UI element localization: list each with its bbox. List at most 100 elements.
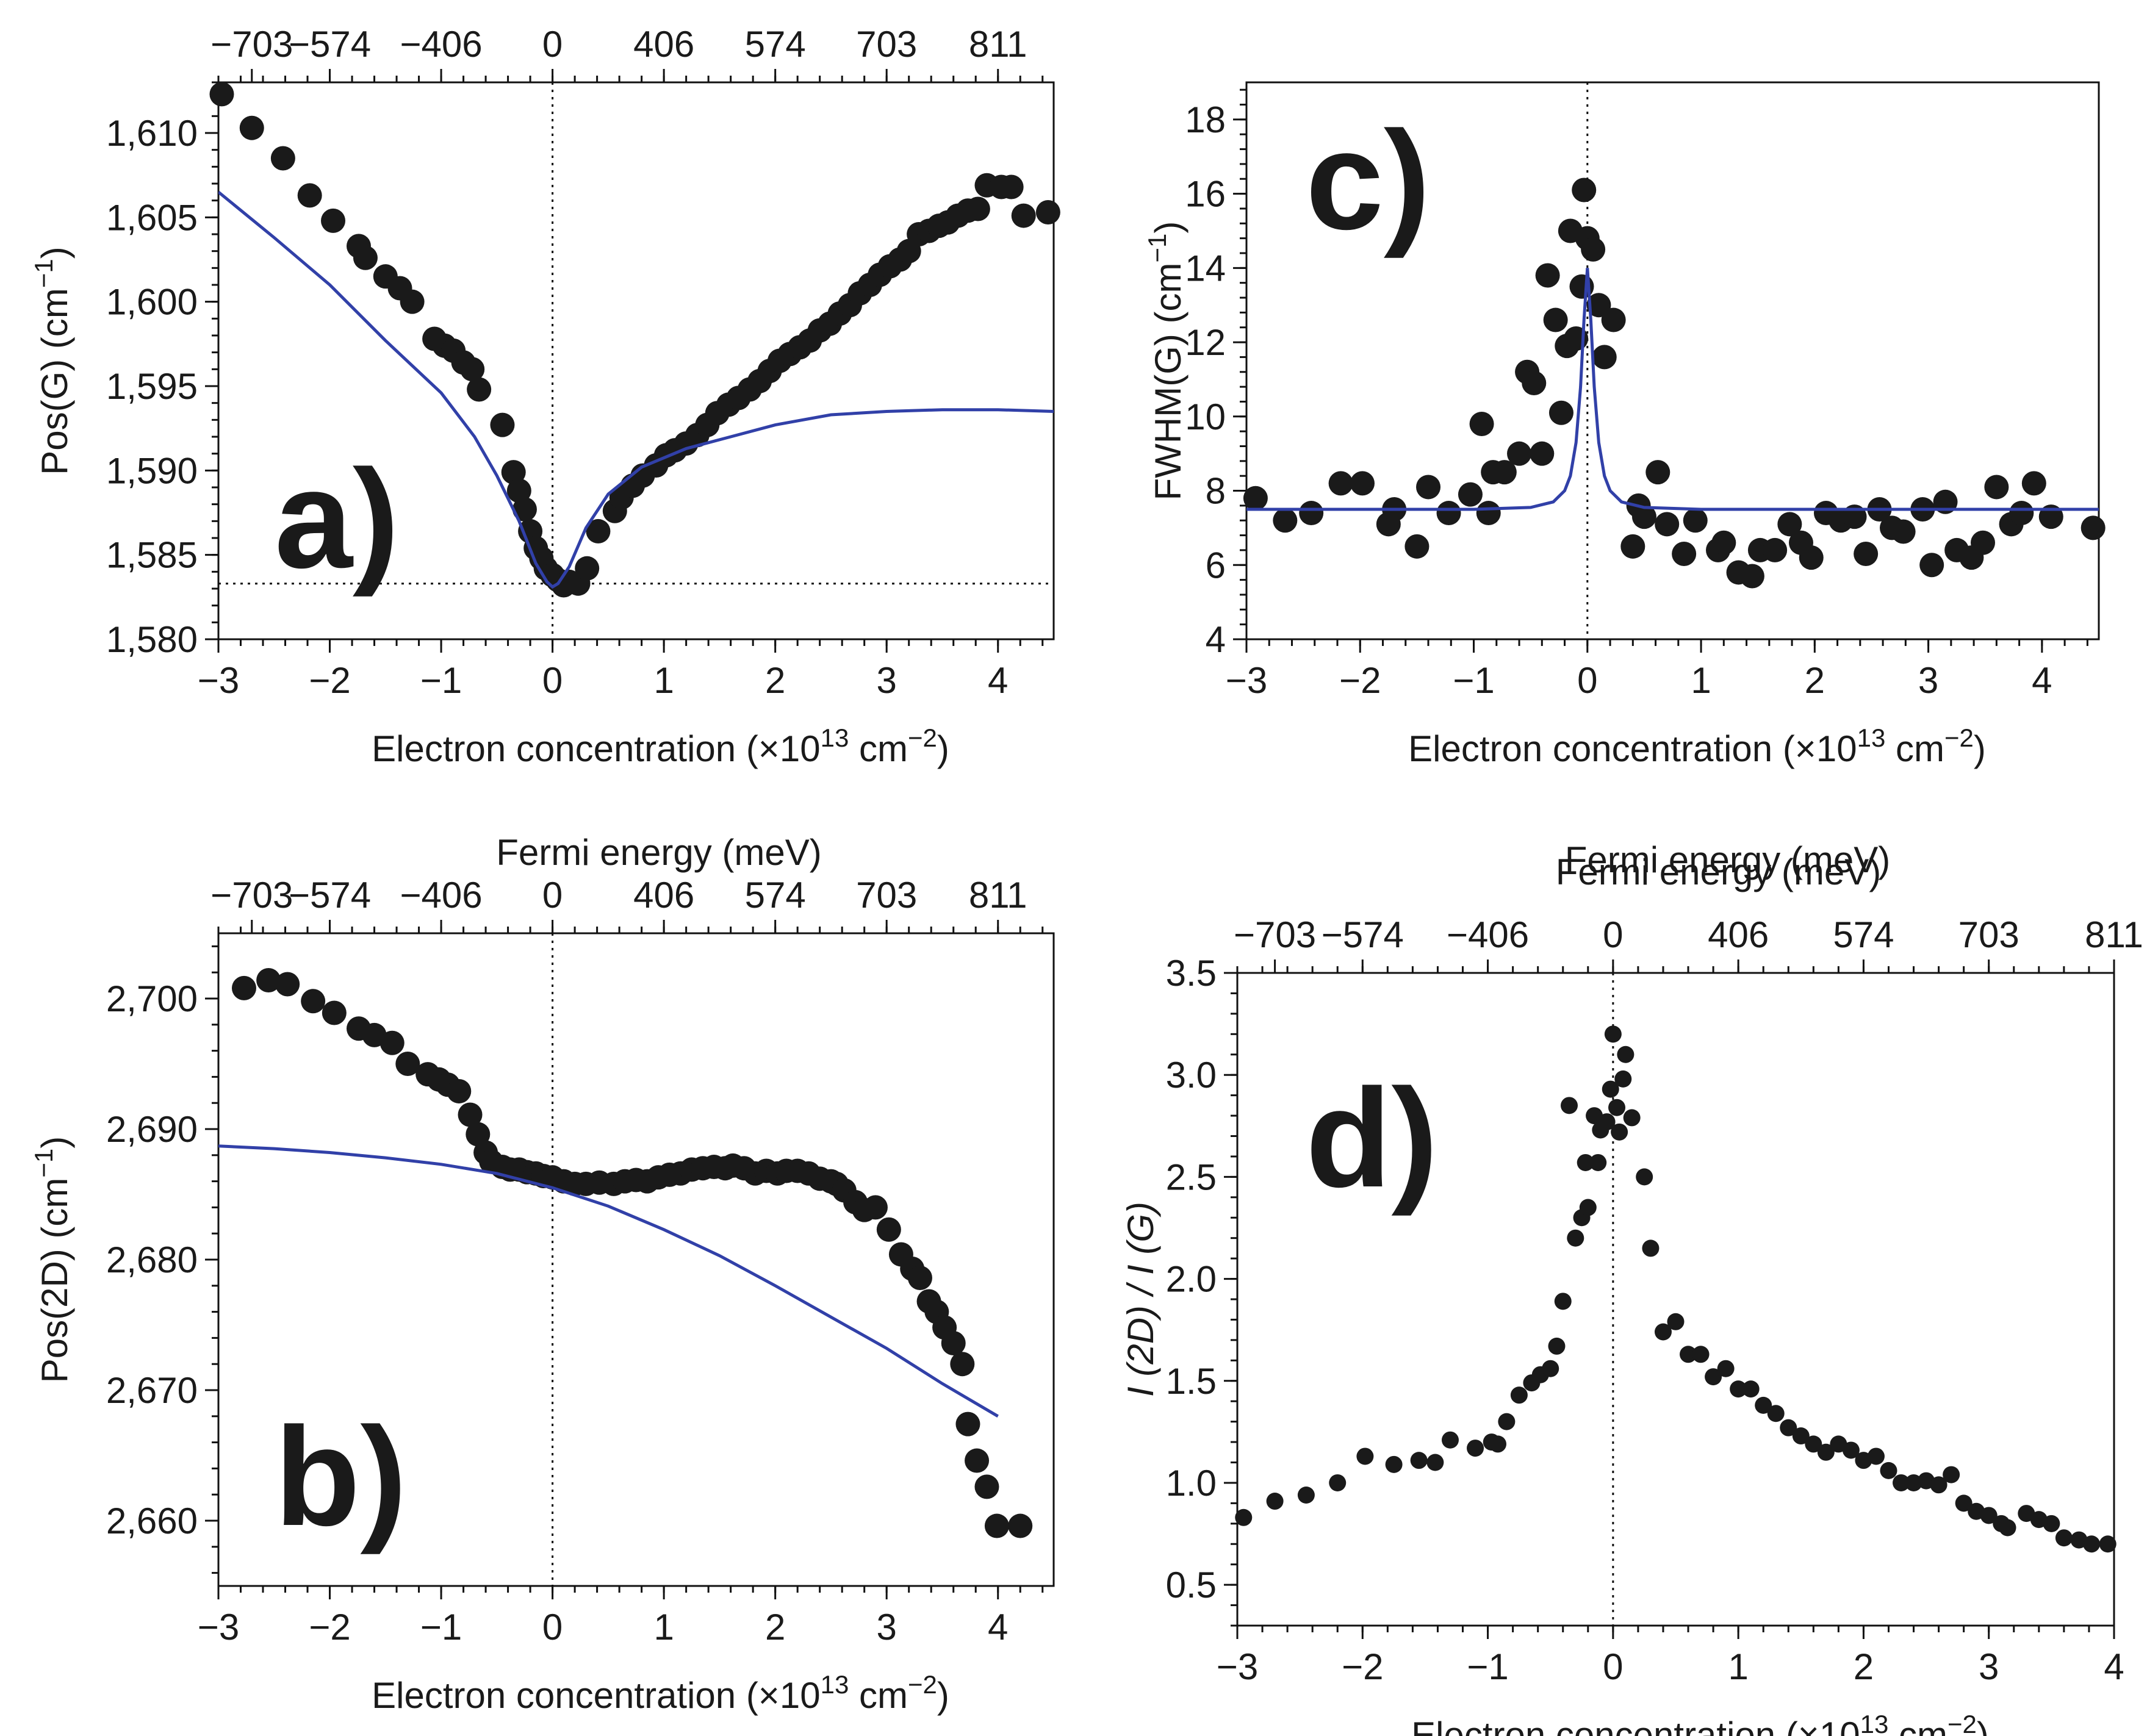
x-tick-label: 3 [1918,660,1938,701]
data-point [1266,1493,1284,1510]
y-tick-label: 3.5 [1166,953,1217,994]
data-point [1507,441,1532,466]
x-axis-label-part: 13 [821,1670,849,1699]
x-tick-label: −3 [198,1607,239,1648]
top-tick-label: −406 [1447,914,1529,955]
data-point [1654,1323,1672,1341]
data-point [1416,475,1441,500]
data-point [239,115,264,140]
data-point [1763,537,1788,562]
x-tick-label: 3 [877,1607,897,1648]
top-tick-label: −574 [1322,914,1404,955]
data-point [1672,542,1697,567]
data-point [1842,1441,1860,1459]
data-point [2021,471,2046,496]
x-tick-label: 1 [1728,1646,1748,1687]
y-axis-label-part: ) [34,246,75,259]
data-point [1458,482,1483,507]
x-axis-label-part: 13 [1857,723,1886,752]
x-axis-label-part: Electron concentration (×10 [372,1675,820,1716]
x-tick-label: 0 [1603,1646,1623,1687]
data-point [1971,530,1996,555]
data-point [1611,1123,1628,1141]
data-point [1554,1293,1572,1310]
data-point [1623,1109,1641,1127]
data-point [1642,1239,1660,1257]
x-axis-label-part: cm [849,1675,908,1716]
y-tick-label: 2,700 [106,978,198,1019]
x-tick-label: 4 [988,660,1008,701]
data-point [1548,400,1573,425]
x-tick-label: 4 [2104,1646,2124,1687]
x-tick-label: 1 [653,660,674,701]
data-point [301,989,326,1014]
x-axis-label-part: cm [1888,1715,1947,1736]
y-axis-label: I (2D) / I (G) [1120,1202,1161,1397]
data-point [1329,1474,1347,1491]
data-point [2099,1535,2116,1553]
x-tick-label: 1 [653,1607,674,1648]
data-point [1356,1447,1374,1465]
x-tick-label: 3 [1979,1646,1999,1687]
y-tick-label: 2,680 [106,1239,198,1280]
x-tick-label: −1 [420,1607,462,1648]
data-point [501,460,526,485]
theory-curve [1246,268,2099,511]
top-tick-label: 574 [745,875,806,916]
top-tick-label: 406 [1708,914,1769,955]
y-tick-label: 4 [1206,619,1226,660]
x-axis-label-part: ) [937,1675,949,1716]
panel-label: a) [275,440,400,597]
y-tick-label: 2.0 [1166,1259,1217,1300]
x-tick-label: 0 [542,1607,563,1648]
data-point [1535,263,1560,288]
data-point [1567,1229,1584,1247]
y-axis-label: Pos(G) (cm−1) [29,246,75,475]
top-axis-label: Fermi energy (meV) [1556,852,1881,892]
data-point [1577,1153,1594,1171]
y-axis-label-part: Pos(2D) (cm [34,1178,75,1383]
x-tick-label: 0 [1577,660,1597,701]
data-point [876,1217,901,1242]
x-tick-label: 4 [988,1607,1008,1648]
data-point [1543,307,1568,332]
x-axis-label-part: 13 [821,723,849,752]
data-point [1467,1440,1484,1457]
data-point [1805,1435,1822,1453]
y-tick-label: 18 [1185,99,1226,140]
y-tick-label: 1,590 [106,450,198,491]
data-point [1705,1368,1722,1386]
data-point [467,377,492,402]
data-point [2083,1535,2101,1553]
data-point [1717,1360,1735,1377]
data-point [1683,508,1708,533]
data-point [1880,1462,1897,1479]
x-tick-label: −3 [1217,1646,1258,1687]
fermi-energy-label-middle: Fermi energy (meV) [496,832,821,873]
y-tick-label: 16 [1185,174,1226,215]
x-axis-label: Electron concentration (×1013 cm−2) [1411,1710,1989,1736]
data-point [512,497,537,522]
data-point [1780,1419,1797,1437]
y-axis-label-part: −1 [29,1149,58,1178]
data-point [1008,1513,1033,1538]
data-point [1579,1199,1597,1216]
data-point [209,82,234,107]
data-point [1586,293,1611,318]
data-point [460,357,485,382]
data-point [999,174,1024,199]
y-tick-label: 1,605 [106,197,198,238]
x-tick-label: 2 [765,660,785,701]
data-point [395,1052,420,1076]
y-axis-label-part: I (2D) / I (G) [1120,1202,1161,1397]
data-point [400,289,425,314]
data-point [1905,1474,1922,1491]
top-tick-label: −406 [400,24,482,65]
data-point [1602,1080,1619,1098]
data-point [1498,1413,1516,1430]
data-point [1792,1427,1810,1445]
data-point [1739,564,1764,589]
data-point [1035,200,1060,225]
data-point [270,146,295,171]
